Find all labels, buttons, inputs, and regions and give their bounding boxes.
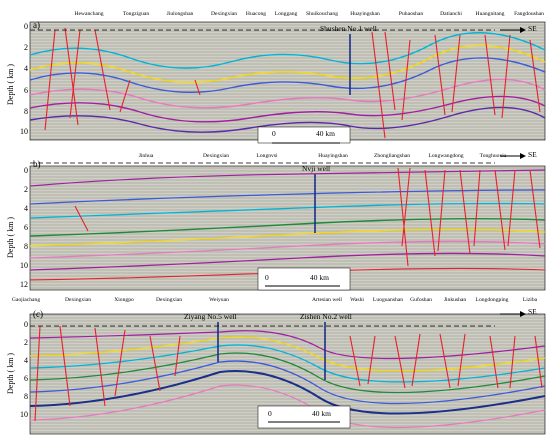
well-label-b: Nvji well <box>302 164 331 173</box>
location-label: Huayingshan <box>318 153 348 159</box>
location-label: Gaojiachang <box>11 297 41 303</box>
location-label: Longwangdong <box>428 153 464 159</box>
scale-left-a: 0 <box>272 129 276 138</box>
tick-c-2: 4 <box>24 356 28 365</box>
location-label: Gufoshan <box>410 297 432 303</box>
tick-c-0: 0 <box>24 320 28 329</box>
location-label: Longdongping <box>475 297 509 303</box>
location-label: Xiongpo <box>114 297 134 303</box>
seismic-section-c <box>29 311 546 435</box>
scale-left-b: 0 <box>265 273 269 282</box>
location-label: Zhongliangshan <box>373 153 411 159</box>
location-label: Liziba <box>522 297 538 303</box>
location-label: Longnvsi <box>256 153 278 159</box>
scale-right-c: 40 km <box>312 409 331 418</box>
location-label: Tongziguan <box>122 11 150 17</box>
tick-b-2: 4 <box>24 204 28 213</box>
tick-a-4: 8 <box>24 107 28 116</box>
location-label: Datianchi <box>440 11 462 17</box>
seismic-panel-b: b) SE Nvji well Depth ( km ) 0 2 4 6 8 1… <box>0 146 550 296</box>
tick-c-5: 10 <box>20 410 28 419</box>
scale-right-b: 40 km <box>310 273 329 282</box>
direction-se-c: SE <box>528 307 537 316</box>
tick-c-4: 8 <box>24 392 28 401</box>
tick-b-1: 2 <box>24 185 28 194</box>
seismic-section-a <box>29 21 546 144</box>
direction-se-a: SE <box>528 24 537 33</box>
well-label-a: Shushen No.1 well <box>320 24 377 33</box>
panel-label-b: b) <box>33 159 41 169</box>
seismic-panel-a: a) SE Shushen No.1 well Depth ( km ) 0 2… <box>0 0 550 146</box>
tick-b-3: 6 <box>24 223 28 232</box>
tick-a-1: 2 <box>24 43 28 52</box>
location-label: Jinhua <box>138 153 154 159</box>
tick-c-1: 2 <box>24 338 28 347</box>
location-label: Hewanchang <box>74 11 104 17</box>
panel-label-c: (c) <box>33 309 43 319</box>
location-label: Washi <box>350 297 364 303</box>
tick-c-3: 6 <box>24 374 28 383</box>
location-label: Tonghuoxia <box>479 153 507 159</box>
seismic-section-b <box>29 153 546 291</box>
tick-b-6: 12 <box>20 280 28 289</box>
direction-se-b: SE <box>528 150 537 159</box>
location-label: Shuikouchang <box>305 11 339 17</box>
panel-label-a: a) <box>33 20 40 30</box>
location-label: Huacong <box>245 11 267 17</box>
scale-left-c: 0 <box>268 409 272 418</box>
location-label: Huayingshan <box>350 11 380 17</box>
location-label: Dexingxian <box>210 11 238 17</box>
tick-a-3: 6 <box>24 86 28 95</box>
location-label: Artesian well <box>312 297 342 303</box>
tick-a-5: 10 <box>20 127 28 136</box>
tick-b-0: 0 <box>24 166 28 175</box>
location-label: Jinkushan <box>443 297 467 303</box>
location-label: Weiyuan <box>209 297 229 303</box>
tick-b-5: 10 <box>20 261 28 270</box>
location-label: Dexingxian <box>202 153 230 159</box>
scale-right-a: 40 km <box>316 129 335 138</box>
location-label: Dexingxian <box>155 297 183 303</box>
seismic-panel-c: (c) SE Ziyang No.5 well Zishen No.2 well… <box>0 296 550 440</box>
well-label-c-1: Ziyang No.5 well <box>184 312 237 321</box>
location-label: Puhaoshan <box>398 11 424 17</box>
location-label: Jiulongshan <box>166 11 194 17</box>
location-label: Dexingxian <box>64 297 92 303</box>
location-label: Fangdoushan <box>514 11 544 17</box>
location-label: Luoguanshan <box>372 297 404 303</box>
tick-a-0: 0 <box>24 22 28 31</box>
well-label-c-2: Zishen No.2 well <box>300 312 352 321</box>
location-label: Longgang <box>274 11 298 17</box>
tick-a-2: 4 <box>24 64 28 73</box>
location-label: Huangnitang <box>475 11 505 17</box>
tick-b-4: 8 <box>24 242 28 251</box>
